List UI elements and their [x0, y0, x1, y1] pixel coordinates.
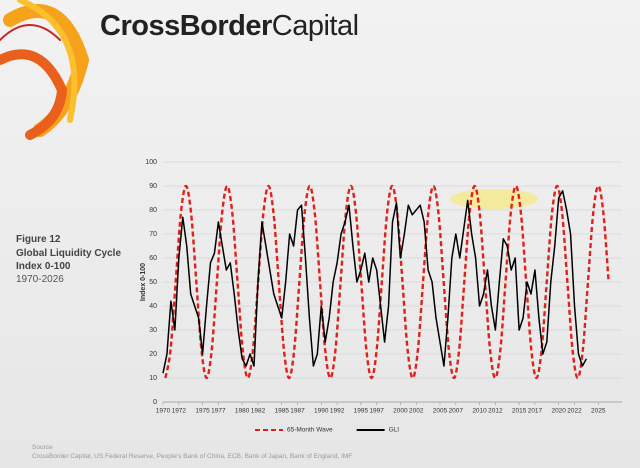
legend-label: GLI — [389, 427, 400, 434]
x-tick-label: 1970 — [156, 408, 171, 415]
x-tick-label: 1990 — [314, 408, 329, 415]
y-tick-label: 80 — [149, 207, 157, 214]
x-tick-label: 1975 — [195, 408, 210, 415]
figure-period: 1970-2026 — [16, 274, 64, 285]
series-line — [162, 190, 588, 374]
source-label: Source — [32, 444, 53, 451]
side-panel: Figure 12 Global Liquidity Cycle Index 0… — [16, 232, 136, 285]
x-tick-label: 1997 — [369, 408, 384, 415]
x-tick-label: 1982 — [251, 408, 266, 415]
y-tick-label: 60 — [149, 255, 157, 262]
y-tick-label: 100 — [145, 159, 157, 166]
x-tick-label: 2015 — [512, 408, 527, 415]
y-tick-label: 10 — [149, 375, 157, 382]
y-tick-label: 50 — [149, 279, 157, 286]
brand-bold: CrossBorder — [100, 10, 272, 42]
x-tick-label: 2000 — [393, 408, 408, 415]
source: Source CrossBorder Capital, US Federal R… — [32, 443, 352, 461]
y-tick-label: 30 — [149, 327, 157, 334]
x-tick-label: 1977 — [211, 408, 226, 415]
source-text: CrossBorder Capital, US Federal Reserve,… — [32, 453, 353, 460]
figure-label: Figure 12 — [16, 234, 61, 245]
x-tick-label: 1972 — [172, 408, 187, 415]
brand-regular: Capital — [271, 10, 359, 42]
x-tick-label: 2002 — [409, 408, 424, 415]
highlight — [450, 189, 538, 209]
logo — [0, 0, 90, 140]
x-tick-label: 1987 — [290, 408, 305, 415]
series-line — [164, 184, 610, 380]
y-tick-label: 40 — [149, 303, 157, 310]
x-tick-label: 1992 — [330, 408, 345, 415]
y-axis-title: Index 0-100 — [140, 263, 147, 301]
y-tick-label: 70 — [149, 231, 157, 238]
x-tick-label: 2017 — [528, 408, 543, 415]
y-tick-label: 90 — [149, 183, 157, 190]
brand: CrossBorderCapital — [100, 10, 359, 43]
y-tick-label: 0 — [153, 399, 157, 406]
x-tick-label: 1985 — [274, 408, 289, 415]
x-tick-label: 2020 — [551, 408, 566, 415]
y-tick-label: 20 — [149, 351, 157, 358]
x-tick-label: 2012 — [488, 408, 503, 415]
x-tick-label: 2022 — [567, 408, 582, 415]
x-tick-label: 2010 — [472, 408, 487, 415]
x-tick-label: 2005 — [433, 408, 448, 415]
x-tick-label: 1995 — [354, 408, 369, 415]
x-tick-label: 2007 — [449, 408, 464, 415]
legend-label: 65-Month Wave — [287, 427, 333, 434]
x-tick-label: 2025 — [591, 408, 606, 415]
figure-title: Global Liquidity Cycle Index 0-100 — [16, 248, 122, 272]
x-tick-label: 1980 — [235, 408, 250, 415]
